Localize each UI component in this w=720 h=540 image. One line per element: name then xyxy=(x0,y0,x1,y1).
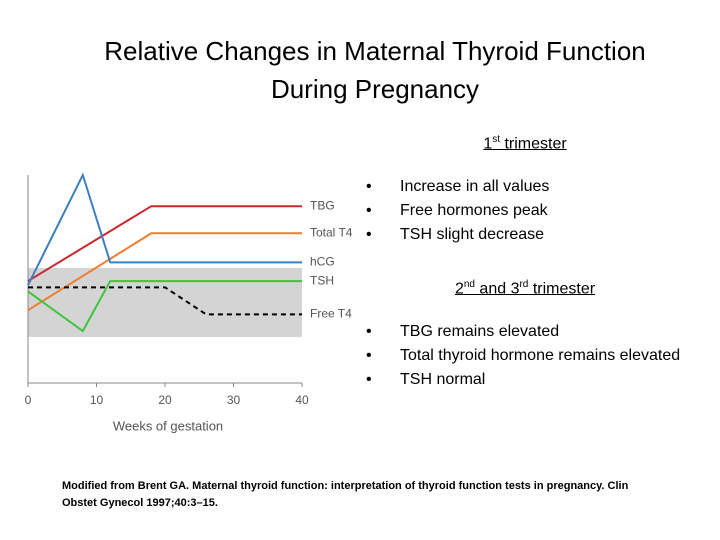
heading-part: 2 xyxy=(454,280,464,298)
x-tick-label: 30 xyxy=(227,393,241,407)
series-line xyxy=(27,205,302,282)
bullet: Total thyroid hormone remains elevated xyxy=(360,346,690,366)
series-label: Total T4 xyxy=(310,225,353,239)
series-label: TSH xyxy=(310,273,334,287)
heading-part: nd xyxy=(463,279,475,290)
section-heading: 1st trimester xyxy=(360,134,690,153)
note-section: 2nd and 3rd trimester TBG remains elevate… xyxy=(360,279,690,394)
x-tick-label: 10 xyxy=(90,393,104,407)
note-section: 1st trimester Increase in all values Free … xyxy=(360,134,690,249)
heading-part: rd xyxy=(519,279,529,290)
bullet: TSH normal xyxy=(360,370,690,390)
heading-part: trimester xyxy=(500,135,567,153)
series-label: hCG xyxy=(310,255,335,269)
x-axis-label: Weeks of gestation xyxy=(113,418,223,433)
chart: Weeks of gestation 0 10 20 30 40 TBG Total T4 h… xyxy=(25,172,353,433)
slide-title: Relative Changes in Maternal Thyroid Fun… xyxy=(104,36,646,66)
bullet-list: Increase in all values Free hormones peak… xyxy=(360,177,690,245)
bullet: Increase in all values xyxy=(360,177,690,197)
bullet: Free hormones peak xyxy=(360,201,690,221)
heading-part: st xyxy=(492,134,500,145)
slide-title: During Pregnancy xyxy=(270,74,480,104)
bullet-list: TBG remains elevated Total thyroid hormon… xyxy=(360,322,690,390)
heading-part: trimester xyxy=(528,280,596,298)
bullet: TSH slight decrease xyxy=(360,225,690,245)
series-line xyxy=(27,232,302,312)
x-tick-label: 0 xyxy=(25,393,32,407)
bullet: TBG remains elevated xyxy=(360,322,690,342)
normal-range-band xyxy=(28,268,302,337)
citation: Modified from Brent GA. Maternal thyroid… xyxy=(62,480,629,509)
heading-part: and 3 xyxy=(474,280,520,298)
series-line xyxy=(27,280,302,333)
series-label: TBG xyxy=(310,198,335,212)
x-tick-label: 20 xyxy=(158,393,172,407)
series-line xyxy=(27,172,302,286)
series-label: Free T4 xyxy=(310,307,352,321)
x-tick-label: 40 xyxy=(295,393,309,407)
section-heading: 2nd and 3rd trimester xyxy=(360,279,690,298)
heading-part: 1 xyxy=(483,135,493,153)
series-line xyxy=(28,286,302,316)
